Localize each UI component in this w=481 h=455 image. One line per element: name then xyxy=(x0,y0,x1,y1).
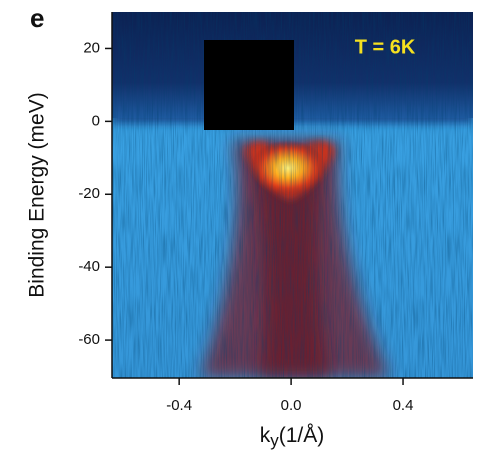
y-tick-label: -40 xyxy=(78,258,100,275)
x-label-unit: (1/Å) xyxy=(279,424,325,447)
redaction-box xyxy=(204,40,294,130)
x-tick-label: 0.4 xyxy=(393,397,414,414)
spectral-map xyxy=(112,12,473,378)
x-label-main: k xyxy=(260,424,271,447)
y-axis-label: Binding Energy (meV) xyxy=(26,92,49,297)
y-tick-label: 20 xyxy=(83,39,100,56)
x-tick-label: -0.4 xyxy=(166,397,192,414)
x-label-sub: y xyxy=(270,431,279,450)
y-tick-label: -60 xyxy=(78,331,100,348)
temperature-annotation: T = 6K xyxy=(355,36,416,58)
x-axis-label: ky(1/Å) xyxy=(260,424,325,451)
x-tick-label: 0.0 xyxy=(281,397,302,414)
panel-label: e xyxy=(30,3,44,33)
y-tick-label: 0 xyxy=(92,112,100,129)
y-tick-label: -20 xyxy=(78,185,100,202)
